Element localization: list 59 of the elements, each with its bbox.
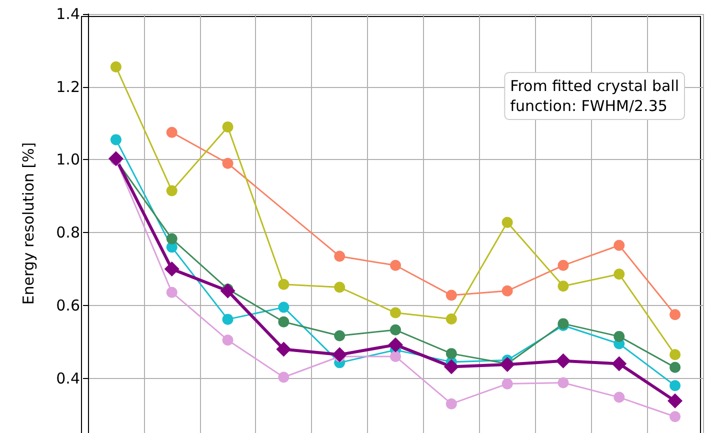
point [222, 121, 234, 132]
point [614, 268, 625, 280]
point [614, 330, 625, 342]
y-tick-label: 1.4 [56, 5, 80, 23]
point [334, 330, 346, 342]
point [334, 250, 346, 262]
point [446, 290, 457, 301]
point [388, 337, 403, 352]
y-tick-label: 1.0 [56, 150, 80, 169]
point [276, 342, 292, 357]
point [670, 309, 681, 320]
point [558, 377, 569, 388]
point [446, 348, 457, 360]
point [670, 362, 681, 373]
point [166, 286, 178, 298]
point [278, 316, 290, 328]
point [166, 233, 178, 244]
point [222, 314, 234, 325]
point [220, 283, 236, 298]
point [222, 158, 234, 169]
point [278, 302, 290, 313]
point [390, 324, 401, 336]
point [612, 356, 627, 372]
point [278, 372, 290, 383]
point [166, 126, 178, 138]
point [332, 347, 348, 362]
point [614, 240, 625, 251]
point [502, 285, 513, 296]
point [670, 380, 681, 392]
point [500, 357, 515, 372]
point [110, 61, 122, 72]
point [278, 278, 290, 290]
y-tick-label: 1.2 [56, 78, 80, 96]
point [668, 393, 683, 408]
point [390, 350, 401, 362]
point [166, 185, 178, 196]
point [558, 280, 569, 292]
point [670, 411, 681, 422]
point [502, 378, 513, 390]
point [390, 260, 401, 271]
y-axis-title: Energy resolution [%] [20, 142, 38, 305]
y-tick-label: 0.8 [56, 224, 80, 242]
point [110, 134, 122, 146]
point [390, 307, 401, 318]
point [334, 282, 346, 293]
point [164, 262, 180, 277]
point [444, 359, 459, 374]
point [670, 349, 681, 360]
point [222, 334, 234, 346]
y-tick-label: 0.6 [56, 296, 80, 314]
point [108, 151, 124, 166]
y-tick-label: 0.4 [56, 369, 80, 388]
annotation: From fitted crystal ball function: FWHM/2.35 [510, 77, 680, 115]
point [502, 216, 513, 228]
point [446, 313, 457, 324]
point [556, 353, 571, 368]
point [614, 392, 625, 403]
point [558, 260, 569, 271]
point [446, 398, 457, 410]
